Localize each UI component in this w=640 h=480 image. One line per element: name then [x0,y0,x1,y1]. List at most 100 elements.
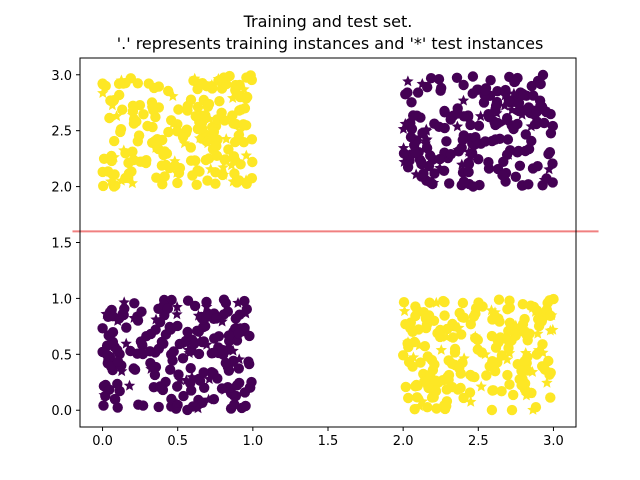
train-point [200,154,212,166]
train-point [441,400,452,412]
train-point [537,339,548,350]
train-point [400,89,411,100]
train-point [407,326,418,337]
train-point [145,357,156,369]
test-point [120,337,132,349]
train-point [480,85,491,96]
x-axis: 0.0 0.5 1.0 1.5 2.0 2.5 3.0 [92,427,564,449]
y-tick-label: 1.0 [51,292,72,307]
train-point [490,100,502,112]
test-point [178,137,191,149]
train-point [410,381,421,392]
train-point [163,85,174,97]
train-point [159,146,170,157]
test-point [441,331,453,343]
train-point [144,346,156,357]
train-point [486,135,498,147]
train-point [173,104,184,115]
test-point [227,92,239,103]
train-point [239,295,250,307]
train-point [504,302,515,313]
train-point [468,181,479,192]
chart-title: Training and test set. [243,12,413,31]
test-point [526,366,539,377]
train-point [115,126,126,138]
y-tick-label: 3.0 [51,69,72,84]
test-point [145,363,157,374]
train-point [439,310,450,321]
test-point [174,374,186,385]
train-point [246,173,258,184]
cluster-class-0-bottom-left [97,294,257,416]
test-point [115,174,128,186]
cluster-class-0-top-right [397,69,558,192]
test-point [538,174,551,185]
y-tick-label: 0.5 [51,348,72,363]
test-point [201,338,213,350]
train-point [123,168,135,179]
test-point [200,300,213,312]
test-point [205,163,217,175]
x-tick-label: 2.5 [468,434,489,449]
test-point [416,78,428,89]
train-point [192,83,203,95]
train-point [467,88,478,99]
train-point [490,366,501,377]
train-point [439,107,450,118]
x-tick-label: 0.5 [167,434,188,449]
test-point [227,344,239,356]
train-point [185,363,196,374]
train-point [233,328,244,339]
train-point [513,97,525,109]
train-point [409,147,421,158]
test-point [510,319,522,331]
train-point [492,117,504,129]
train-point [512,147,523,158]
train-point [133,130,145,141]
train-point [244,330,255,342]
y-tick-label: 1.5 [51,237,72,252]
train-point [463,157,474,169]
test-point [154,381,167,392]
train-point [182,295,194,306]
train-point [441,384,452,395]
test-point [126,109,139,120]
train-point [458,176,470,187]
y-axis: 0.0 0.5 1.0 1.5 2.0 2.5 3.0 [51,69,80,419]
train-point [543,355,554,367]
test-point [108,151,120,163]
train-point [172,381,183,392]
test-point [398,305,411,317]
test-point [538,103,550,115]
test-point [106,171,119,183]
train-point [157,179,168,190]
test-point [110,110,123,122]
test-point [180,337,193,349]
test-point [506,104,518,115]
train-point [159,171,170,182]
train-point [235,159,246,170]
test-point [235,124,247,136]
test-point [529,305,542,317]
test-point [402,336,414,348]
train-point [509,76,520,88]
train-point [188,338,200,350]
x-tick-label: 3.0 [543,434,564,449]
train-point [443,369,455,381]
test-point [485,304,498,316]
train-point [112,402,123,413]
test-point [192,309,205,321]
train-point [210,178,221,189]
train-point [228,118,239,129]
train-point [502,369,513,381]
train-point [129,298,140,309]
test-point [150,142,162,153]
test-point [397,123,410,134]
train-point [214,96,225,107]
train-point [135,156,146,167]
test-point [150,313,162,325]
train-point [190,111,201,122]
train-point [508,389,519,401]
train-point [97,166,108,178]
